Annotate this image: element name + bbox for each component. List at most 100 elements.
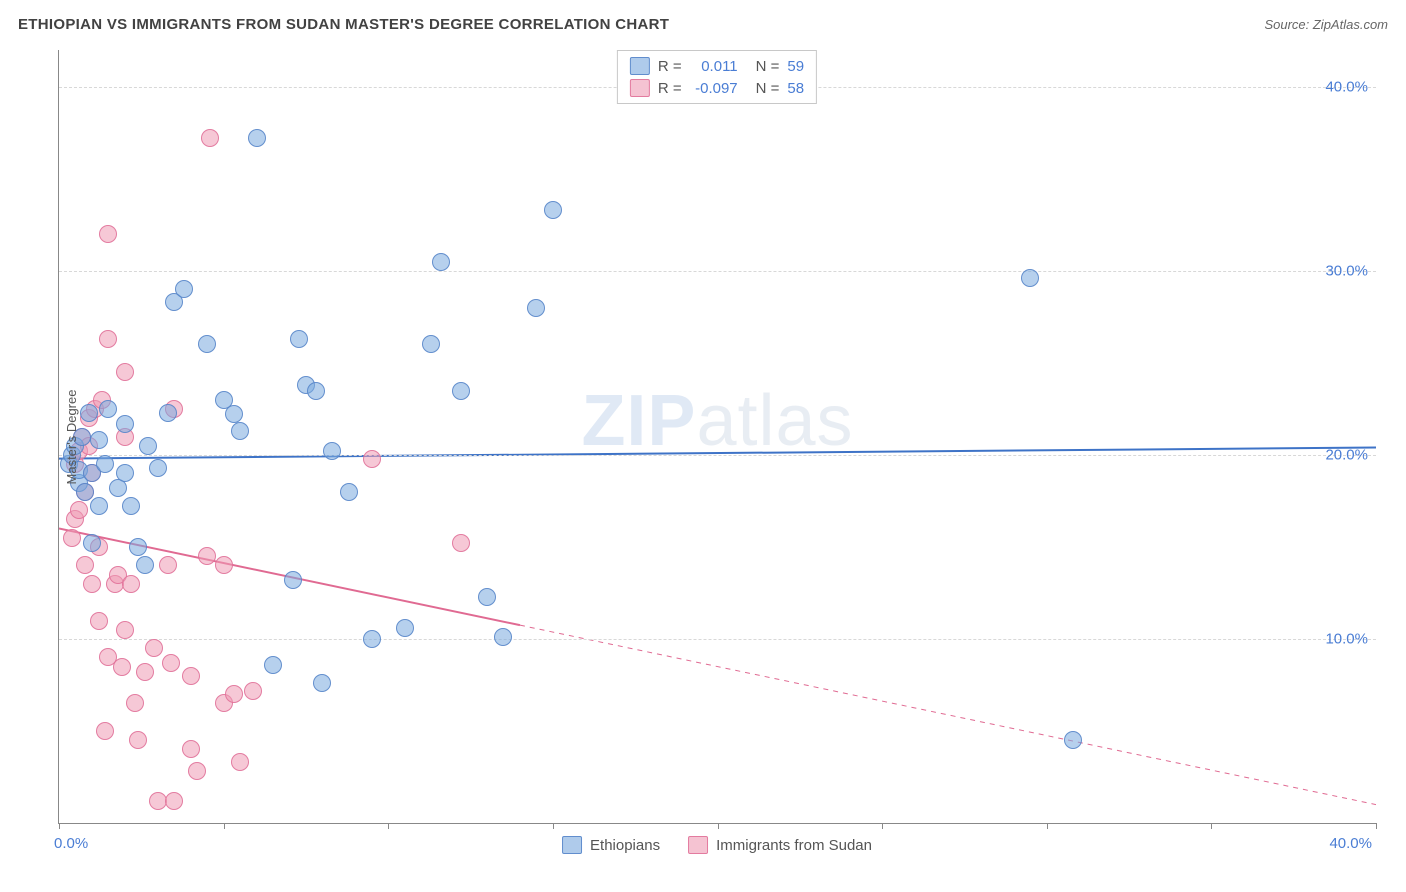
scatter-point	[225, 685, 243, 703]
swatch-blue-icon	[562, 836, 582, 854]
scatter-point	[363, 630, 381, 648]
gridline	[59, 639, 1376, 640]
scatter-point	[99, 225, 117, 243]
scatter-point	[99, 330, 117, 348]
y-tick-label: 30.0%	[1325, 262, 1368, 279]
x-tick	[388, 823, 389, 829]
scatter-point	[307, 382, 325, 400]
scatter-point	[80, 404, 98, 422]
swatch-pink-icon	[688, 836, 708, 854]
scatter-point	[231, 753, 249, 771]
scatter-point	[1064, 731, 1082, 749]
scatter-point	[139, 437, 157, 455]
legend-row-ethiopians: R = 0.011 N = 59	[630, 55, 804, 77]
scatter-point	[544, 201, 562, 219]
scatter-point	[422, 335, 440, 353]
scatter-point	[126, 694, 144, 712]
y-tick-label: 10.0%	[1325, 630, 1368, 647]
scatter-point	[149, 792, 167, 810]
scatter-point	[363, 450, 381, 468]
scatter-point	[494, 628, 512, 646]
legend-item-sudan: Immigrants from Sudan	[688, 836, 872, 854]
scatter-point	[432, 253, 450, 271]
scatter-point	[96, 455, 114, 473]
x-tick	[553, 823, 554, 829]
legend-item-ethiopians: Ethiopians	[562, 836, 660, 854]
y-axis-title: Master's Degree	[64, 390, 79, 485]
scatter-point	[182, 740, 200, 758]
y-tick-label: 40.0%	[1325, 78, 1368, 95]
plot-canvas: ZIPatlas 10.0% 20.0% 30.0% 40.0%	[58, 50, 1376, 824]
trend-lines	[59, 50, 1376, 823]
scatter-point	[122, 497, 140, 515]
scatter-point	[136, 556, 154, 574]
scatter-point	[165, 792, 183, 810]
series-legend: Ethiopians Immigrants from Sudan	[562, 836, 872, 854]
legend-row-sudan: R = -0.097 N = 58	[630, 77, 804, 99]
scatter-point	[96, 722, 114, 740]
scatter-point	[116, 415, 134, 433]
scatter-point	[1021, 269, 1039, 287]
x-tick	[1376, 823, 1377, 829]
scatter-point	[116, 464, 134, 482]
scatter-point	[76, 483, 94, 501]
scatter-point	[198, 547, 216, 565]
x-tick	[1211, 823, 1212, 829]
scatter-point	[116, 621, 134, 639]
scatter-point	[162, 654, 180, 672]
scatter-point	[396, 619, 414, 637]
scatter-point	[527, 299, 545, 317]
plot-area: R = 0.011 N = 59 R = -0.097 N = 58 ZIPat…	[58, 50, 1376, 824]
scatter-point	[188, 762, 206, 780]
scatter-point	[63, 529, 81, 547]
x-tick	[1047, 823, 1048, 829]
scatter-point	[452, 534, 470, 552]
x-tick	[59, 823, 60, 829]
scatter-point	[198, 335, 216, 353]
scatter-point	[90, 431, 108, 449]
scatter-point	[323, 442, 341, 460]
scatter-point	[182, 667, 200, 685]
title-bar: ETHIOPIAN VS IMMIGRANTS FROM SUDAN MASTE…	[10, 10, 1396, 38]
y-tick-label: 20.0%	[1325, 446, 1368, 463]
scatter-point	[175, 280, 193, 298]
scatter-point	[83, 534, 101, 552]
x-tick	[718, 823, 719, 829]
scatter-point	[264, 656, 282, 674]
gridline	[59, 271, 1376, 272]
x-axis-max-label: 40.0%	[1329, 835, 1372, 852]
watermark: ZIPatlas	[581, 380, 853, 462]
scatter-point	[122, 575, 140, 593]
scatter-point	[76, 556, 94, 574]
scatter-point	[244, 682, 262, 700]
scatter-point	[90, 497, 108, 515]
swatch-blue-icon	[630, 57, 650, 75]
correlation-chart-container: ETHIOPIAN VS IMMIGRANTS FROM SUDAN MASTE…	[10, 10, 1396, 882]
scatter-point	[248, 129, 266, 147]
scatter-point	[83, 575, 101, 593]
x-tick	[224, 823, 225, 829]
scatter-point	[478, 588, 496, 606]
scatter-point	[70, 501, 88, 519]
scatter-point	[149, 459, 167, 477]
scatter-point	[136, 663, 154, 681]
scatter-point	[90, 612, 108, 630]
scatter-point	[159, 404, 177, 422]
gridline	[59, 455, 1376, 456]
scatter-point	[201, 129, 219, 147]
correlation-legend: R = 0.011 N = 59 R = -0.097 N = 58	[617, 50, 817, 104]
x-axis-min-label: 0.0%	[54, 835, 88, 852]
source-attribution: Source: ZipAtlas.com	[1264, 17, 1388, 32]
scatter-point	[129, 731, 147, 749]
scatter-point	[129, 538, 147, 556]
scatter-point	[231, 422, 249, 440]
x-tick	[882, 823, 883, 829]
scatter-point	[290, 330, 308, 348]
scatter-point	[340, 483, 358, 501]
scatter-point	[225, 405, 243, 423]
chart-title: ETHIOPIAN VS IMMIGRANTS FROM SUDAN MASTE…	[18, 16, 669, 33]
scatter-point	[215, 556, 233, 574]
scatter-point	[99, 400, 117, 418]
scatter-point	[159, 556, 177, 574]
scatter-point	[145, 639, 163, 657]
